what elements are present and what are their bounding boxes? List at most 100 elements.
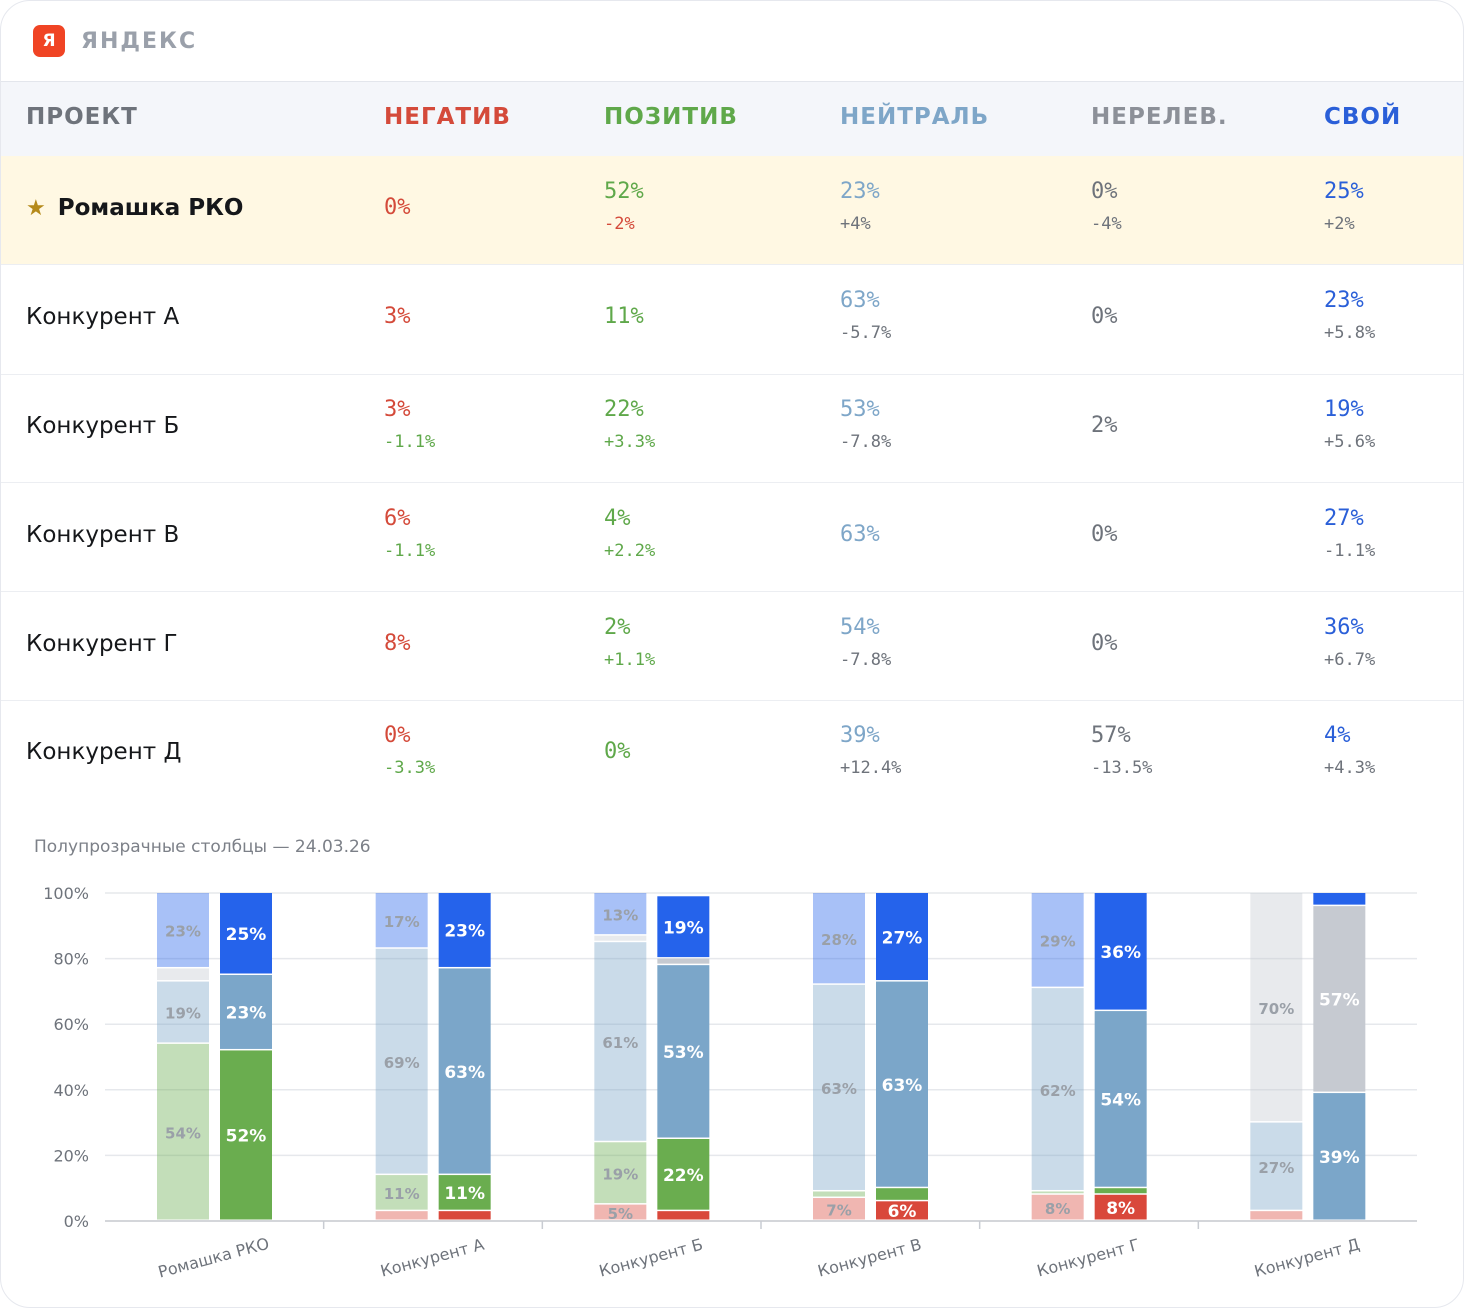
own-delta: +5.6% <box>1324 432 1376 452</box>
data-label: 54% <box>1100 1091 1141 1111</box>
cell-positive: 2% +1.1% <box>604 615 655 670</box>
cell-neutral: 63% -5.7% <box>840 288 891 343</box>
header-irrelevant: НЕРЕЛЕВ. <box>1091 104 1228 130</box>
cell-own: 23% +5.8% <box>1324 288 1375 343</box>
data-label: 28% <box>821 931 857 949</box>
data-label: 61% <box>602 1034 638 1052</box>
table-row: Конкурент В 6% -1.1% 4% +2.2% 63% 0% 27% -1.1% <box>1 482 1463 592</box>
bar-segment-negative <box>438 1211 491 1220</box>
positive-value: 22% <box>604 397 644 422</box>
header-neutral: НЕЙТРАЛЬ <box>840 104 990 130</box>
bar-segment-neutral <box>1250 1122 1303 1210</box>
project-name-text: Конкурент А <box>26 304 180 330</box>
negative-delta: -3.3% <box>384 758 436 778</box>
table-row: ★ Ромашка РКО 0% 52% -2% 23% +4% 0% -4% 25% +2% <box>1 156 1463 265</box>
bar-segment-irrelevant <box>594 935 647 941</box>
bar-segment-irrelevant <box>157 968 209 981</box>
project-name-text: Конкурент В <box>26 521 180 548</box>
data-label: 29% <box>1040 933 1076 951</box>
bar-segment-negative <box>375 1211 428 1220</box>
neutral-value: 63% <box>840 288 880 313</box>
project-name: Конкурент Г <box>26 631 177 657</box>
neutral-value: 39% <box>840 723 880 748</box>
cell-positive: 11% <box>604 304 644 329</box>
negative-value: 3% <box>384 304 411 329</box>
cell-negative: 0% -3.3% <box>384 723 435 778</box>
bar-segment-neutral <box>1313 1093 1366 1220</box>
own-value: 19% <box>1324 397 1364 422</box>
data-label: 39% <box>1319 1148 1360 1168</box>
bar-segment-neutral <box>594 942 647 1141</box>
neutral-value: 53% <box>840 397 880 422</box>
negative-delta: -1.1% <box>384 540 436 561</box>
negative-value: 8% <box>384 630 411 656</box>
x-category-label: Конкурент Б <box>597 1235 705 1281</box>
project-name: ★ Ромашка РКО <box>26 195 244 221</box>
irrelevant-delta: -4% <box>1091 214 1122 234</box>
bar-segment-neutral <box>1031 988 1084 1190</box>
data-label: 17% <box>384 913 420 931</box>
data-label: 27% <box>1258 1159 1294 1177</box>
data-label: 36% <box>1100 943 1141 963</box>
y-tick-label: 40% <box>53 1081 89 1100</box>
cell-own: 19% +5.6% <box>1324 397 1375 452</box>
negative-value: 0% <box>384 195 411 220</box>
bar-segment-neutral <box>220 975 272 1049</box>
bar-segment-neutral <box>375 948 428 1174</box>
data-label: 57% <box>1319 991 1360 1011</box>
neutral-delta: -5.7% <box>840 323 892 343</box>
data-label: 22% <box>663 1166 704 1186</box>
cell-positive: 4% +2.2% <box>604 506 655 561</box>
positive-delta: +2.2% <box>604 540 656 561</box>
cell-irrelevant: 2% <box>1091 413 1118 438</box>
table-row: Конкурент А 3% 11% 63% -5.7% 0% 23% +5.8% <box>1 264 1463 375</box>
cell-irrelevant: 57% -13.5% <box>1091 723 1152 778</box>
irrelevant-value: 0% <box>1091 304 1118 329</box>
project-name-text: Конкурент Д <box>26 739 182 765</box>
y-tick-label: 0% <box>64 1212 89 1231</box>
neutral-value: 63% <box>840 521 880 547</box>
bar-segment-negative <box>1250 1211 1303 1220</box>
neutral-delta: -7.8% <box>840 432 892 452</box>
cell-own: 4% +4.3% <box>1324 723 1375 778</box>
cell-negative: 3% <box>384 304 411 329</box>
bar-segment-positive <box>1031 1191 1084 1194</box>
irrelevant-value: 2% <box>1091 413 1118 438</box>
cell-neutral: 53% -7.8% <box>840 397 891 452</box>
bar-segment-positive <box>375 1175 428 1210</box>
data-label: 53% <box>663 1043 704 1063</box>
brand-name: ЯНДЕКС <box>81 28 198 54</box>
positive-delta: +1.1% <box>604 649 656 670</box>
project-name-text: Ромашка РКО <box>57 195 244 221</box>
positive-delta: -2% <box>604 214 635 234</box>
data-label: 19% <box>663 918 704 938</box>
bar-segment-positive <box>1094 1188 1147 1194</box>
bar-segment-negative <box>657 1211 710 1220</box>
data-label: 19% <box>165 1005 201 1023</box>
data-label: 8% <box>1106 1199 1135 1219</box>
y-tick-label: 60% <box>53 1015 89 1034</box>
bar-segment-neutral <box>438 968 491 1174</box>
y-tick-label: 80% <box>53 950 89 969</box>
bar-segment-neutral <box>813 984 865 1190</box>
x-category-label: Конкурент А <box>378 1235 486 1281</box>
data-label: 23% <box>444 922 485 942</box>
bar-segment-neutral <box>657 965 710 1138</box>
cell-irrelevant: 0% <box>1091 304 1118 329</box>
own-value: 27% <box>1324 505 1364 531</box>
bar-segment-negative <box>1094 1194 1147 1220</box>
cell-own: 27% -1.1% <box>1324 506 1375 561</box>
bar-segment-negative <box>813 1198 865 1220</box>
table-header: ПРОЕКТ НЕГАТИВ ПОЗИТИВ НЕЙТРАЛЬ НЕРЕЛЕВ.… <box>1 81 1463 157</box>
y-tick-label: 100% <box>43 884 89 903</box>
cell-irrelevant: 0% -4% <box>1091 179 1122 234</box>
neutral-delta: -7.8% <box>840 649 892 670</box>
positive-delta: +3.3% <box>604 432 656 452</box>
data-label: 69% <box>384 1054 420 1072</box>
project-name: Конкурент Д <box>26 739 181 765</box>
bar-segment-own <box>375 893 428 948</box>
bar-segment-positive <box>220 1050 272 1220</box>
brand: Я ЯНДЕКС <box>33 25 197 57</box>
bar-segment-positive <box>157 1043 209 1220</box>
cell-negative: 3% -1.1% <box>384 397 435 452</box>
